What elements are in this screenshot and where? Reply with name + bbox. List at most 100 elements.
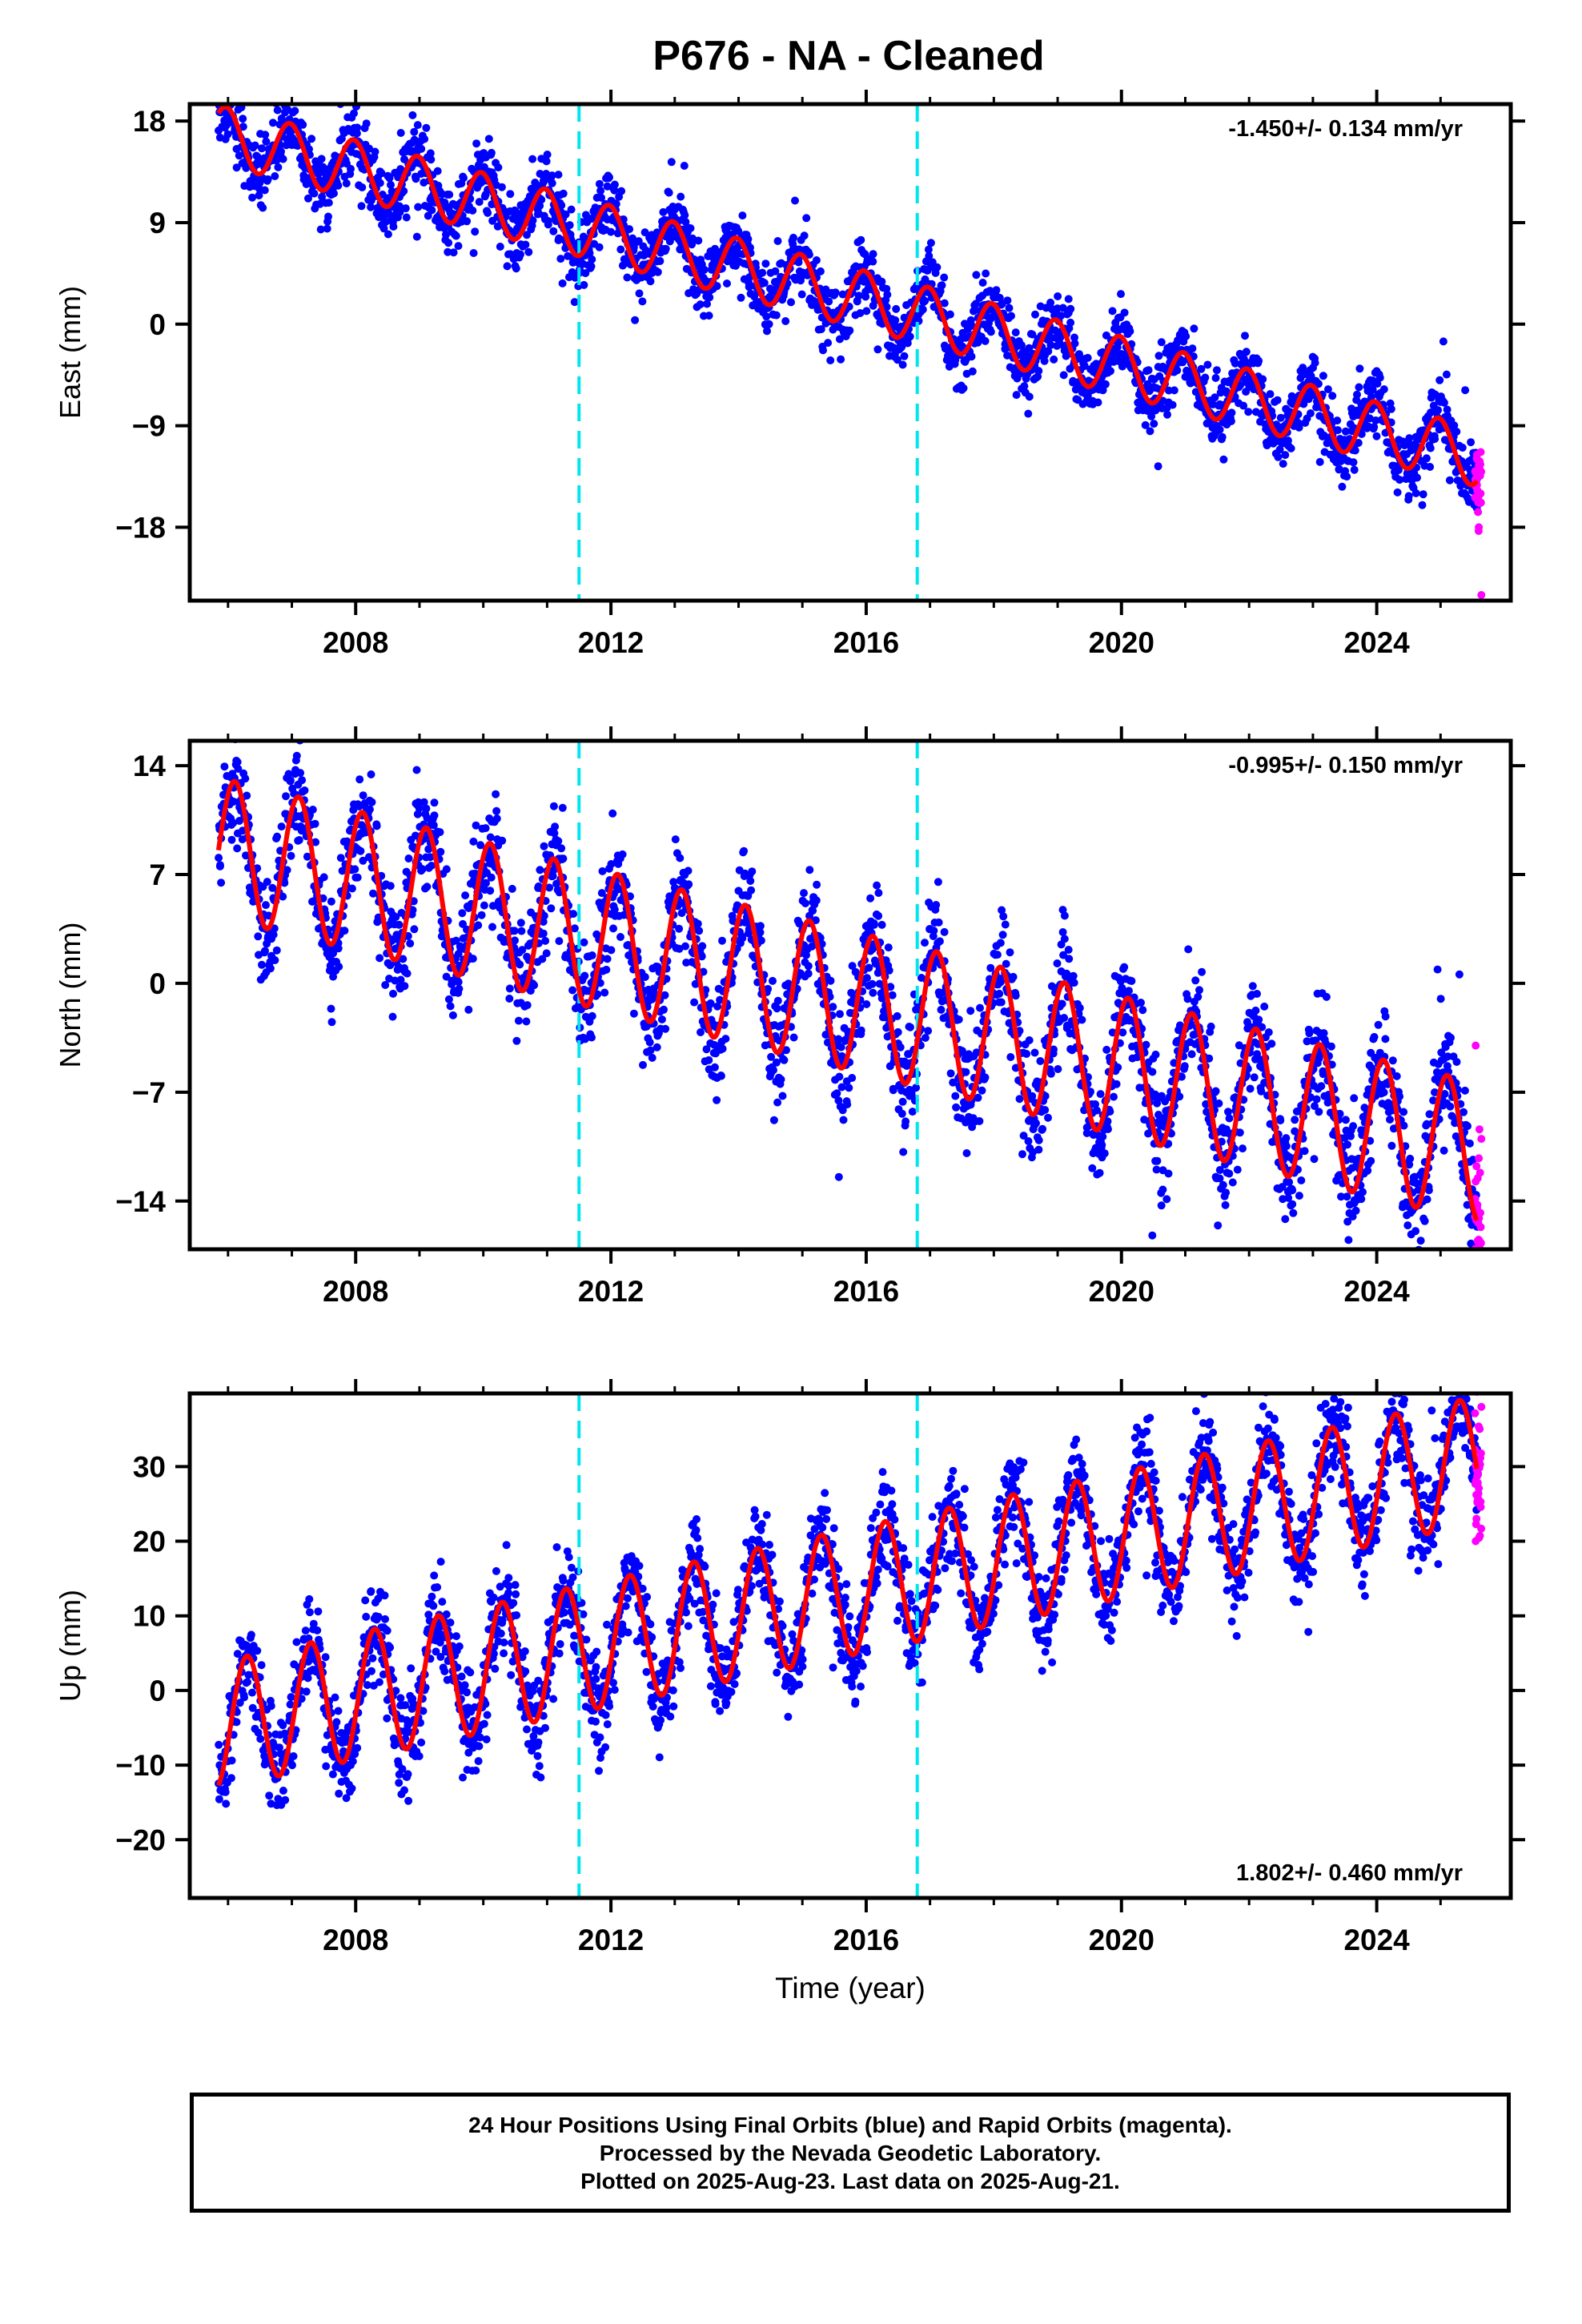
data-point-final: [1279, 460, 1287, 468]
data-point-final: [959, 384, 968, 392]
data-point-final: [697, 1028, 705, 1036]
data-point-final: [1058, 928, 1067, 936]
data-point-final: [1276, 1116, 1285, 1125]
data-point-final: [508, 884, 516, 893]
data-point-final: [1054, 292, 1062, 300]
data-point-final: [967, 352, 976, 361]
data-point-final: [940, 299, 949, 308]
data-point-final: [512, 1036, 521, 1045]
data-point-final: [932, 901, 941, 909]
data-point-final: [430, 798, 439, 807]
data-point-final: [1006, 1053, 1015, 1061]
data-point-final: [510, 927, 519, 935]
data-point-final: [962, 1149, 971, 1157]
data-point-final: [761, 259, 770, 268]
data-point-final: [781, 317, 790, 325]
data-point-final: [882, 303, 891, 312]
data-point-final: [940, 273, 949, 282]
data-point-final: [587, 262, 596, 271]
data-point-final: [825, 297, 833, 306]
data-point-final: [487, 148, 496, 157]
data-point-final: [588, 255, 596, 263]
data-point-final: [215, 854, 223, 862]
data-point-final: [444, 239, 453, 247]
data-point-final: [607, 227, 615, 236]
data-point-final: [996, 939, 1005, 947]
data-point-final: [763, 327, 771, 336]
data-point-final: [1022, 1050, 1031, 1058]
data-point-rapid: [1475, 523, 1484, 532]
data-point-final: [648, 1053, 656, 1062]
data-point-final: [1096, 1090, 1105, 1099]
data-point-final: [295, 836, 303, 844]
data-point-final: [705, 293, 714, 302]
data-point-final: [1198, 967, 1207, 976]
data-point-final: [516, 919, 525, 927]
data-point-final: [1053, 959, 1062, 967]
data-point-final: [484, 135, 493, 143]
data-point-final: [1120, 963, 1129, 971]
velocity-label: -1.450+/- 0.134 mm/yr: [1228, 116, 1463, 142]
data-point-final: [291, 107, 299, 115]
data-point-final: [412, 175, 420, 183]
data-point-final: [1211, 374, 1220, 382]
data-point-final: [549, 802, 558, 810]
data-point-final: [1146, 427, 1154, 436]
y-tick-label: −18: [115, 511, 166, 544]
data-point-final: [1142, 1040, 1150, 1049]
data-point-final: [1289, 1208, 1298, 1217]
data-point-final: [1034, 367, 1043, 376]
data-point-final: [600, 988, 609, 997]
data-point-final: [1442, 370, 1451, 379]
data-point-final: [347, 884, 356, 893]
data-point-final: [862, 1000, 871, 1008]
data-point-final: [543, 151, 552, 159]
data-point-final: [885, 966, 893, 975]
data-point-final: [496, 243, 504, 251]
data-point-final: [659, 207, 668, 216]
data-point-final: [536, 866, 544, 875]
data-point-final: [455, 984, 464, 993]
data-point-final: [1375, 373, 1384, 382]
data-point-final: [1222, 1188, 1231, 1197]
data-point-final: [277, 822, 286, 831]
data-point-final: [480, 901, 488, 910]
data-point-rapid: [1474, 508, 1483, 517]
data-point-final: [610, 186, 619, 195]
data-point-final: [484, 208, 492, 217]
data-point-final: [327, 1018, 336, 1027]
data-point-final: [549, 227, 558, 235]
data-point-final: [352, 129, 361, 138]
data-point-final: [1338, 482, 1347, 491]
data-point-final: [869, 920, 878, 929]
data-point-final: [528, 155, 537, 163]
data-point-final: [498, 836, 507, 845]
data-point-final: [1064, 946, 1073, 954]
data-point-final: [503, 262, 512, 271]
data-point-final: [869, 988, 877, 997]
data-point-final: [269, 119, 277, 127]
data-point-final: [514, 1016, 523, 1025]
data-point-final: [975, 1117, 984, 1125]
y-tick-label: 0: [149, 308, 166, 341]
data-point-final: [684, 866, 693, 875]
data-point-final: [396, 208, 404, 216]
data-point-final: [1187, 1050, 1196, 1059]
data-point-final: [428, 206, 436, 215]
data-point-final: [805, 866, 814, 875]
data-point-final: [1215, 1099, 1223, 1108]
data-point-final: [675, 924, 684, 933]
data-point-final: [350, 109, 358, 118]
data-point-final: [430, 811, 439, 820]
data-point-final: [982, 269, 990, 278]
data-point-final: [1015, 1095, 1024, 1104]
data-point-final: [695, 927, 704, 935]
data-point-final: [873, 345, 882, 354]
data-point-final: [561, 210, 570, 219]
data-point-final: [681, 211, 689, 219]
data-point-final: [1461, 386, 1470, 395]
data-point-final: [1127, 977, 1136, 985]
data-point-final: [568, 986, 577, 995]
data-point-final: [530, 981, 539, 990]
data-point-final: [896, 1043, 905, 1051]
